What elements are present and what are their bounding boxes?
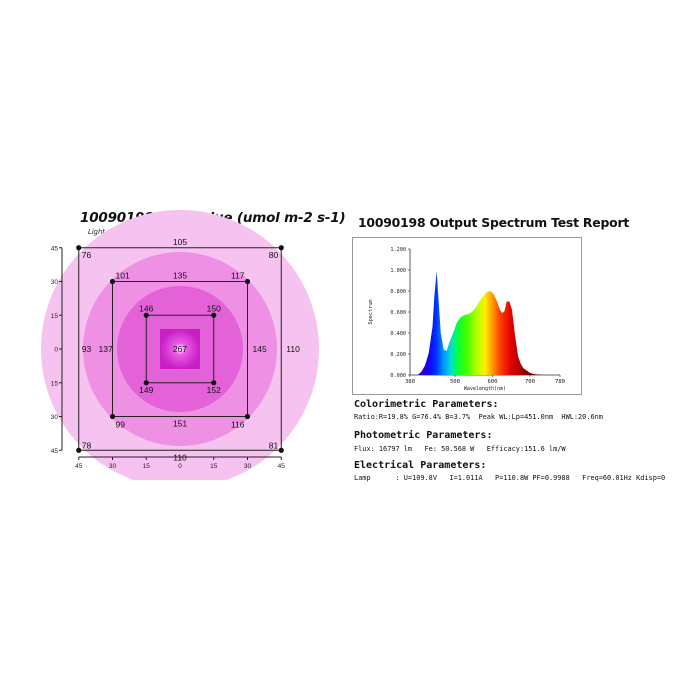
par-y-tick-label: 45 [51,448,59,455]
par-point-dot [143,312,149,318]
spectrum-title: 10090198 Output Spectrum Test Report [358,215,630,230]
spectrum-y-tick-label: 1.200 [390,247,406,253]
par-value-label: 117 [231,271,245,281]
par-value-label: 116 [231,420,245,430]
par-x-tick-label: 45 [75,463,83,470]
photometric-heading: Photometric Parameters: [354,430,493,441]
par-x-tick-label: 45 [278,463,286,470]
par-point-dot [76,447,82,453]
spectrum-y-tick-label: 0.200 [390,352,406,358]
photometric-values: Flux: 16797 lm Fe: 50.568 W Efficacy:151… [354,445,566,453]
colorimetric-heading: Colorimetric Parameters: [354,399,499,410]
par-value-label: 110 [286,344,300,354]
par-value-label: 267 [173,344,187,354]
par-point-dot [244,413,251,420]
par-y-tick-label: 45 [51,245,59,252]
par-value-label: 93 [82,344,92,354]
spectrum-y-tick-label: 1.000 [390,268,406,274]
par-x-tick-label: 15 [143,463,151,470]
par-x-tick-label: 0 [178,463,182,470]
colorimetric-values: Ratio:R=19.8% G=76.4% B=3.7% Peak WL:Lp=… [354,413,603,421]
par-point-dot [278,245,284,251]
par-y-tick-label: 15 [51,313,59,320]
par-x-tick-label: 30 [244,463,252,470]
par-value-label: 78 [82,440,92,450]
spectrum-x-tick-label: 780 [555,379,565,385]
spectrum-x-tick-label: 600 [487,379,497,385]
par-value-label: 152 [207,385,221,395]
par-value-label: 146 [139,303,153,313]
spectrum-x-tick-label: 500 [450,379,460,385]
spectrum-y-tick-label: 0.800 [390,289,406,295]
par-point-dot [76,245,82,251]
par-point-dot [109,413,116,420]
spectrum-y-tick-label: 0.000 [390,373,406,379]
par-value-label: 80 [269,250,279,260]
par-value-label: 145 [253,344,267,354]
par-point-dot [143,380,149,386]
par-value-label: 99 [116,420,126,430]
spectrum-x-label: Wavelength(nm) [464,386,506,392]
par-x-tick-label: 15 [210,463,218,470]
par-grid-square-15 [145,314,215,384]
par-point-dot [211,380,217,386]
par-y-tick-label: 30 [51,279,59,286]
par-value-label: 151 [173,419,187,429]
par-point-dot [211,312,217,318]
par-y-tick-label: 30 [51,414,59,421]
par-value-label: 135 [173,271,187,281]
spectrum-chart: 0.000 0.200 0.400 0.600 0.800 1.000 1.200 380 50… [352,237,582,395]
par-core-hotspot [160,329,200,369]
electrical-heading: Electrical Parameters: [354,460,487,471]
par-value-label: 81 [269,440,279,450]
par-value-label: 101 [116,271,130,281]
spectrum-x-tick-label: 380 [405,379,415,385]
electrical-values: Lamp : U=109.8V I=1.011A P=110.8W PF=0.9… [354,474,666,482]
spectrum-y-tick-label: 0.600 [390,310,406,316]
par-point-dot [244,278,251,285]
spectrum-y-tick-label: 0.400 [390,331,406,337]
par-point-dot [109,278,116,285]
par-x-tick-label: 30 [109,463,117,470]
spectrum-x-tick-label: 700 [525,379,535,385]
par-value-label: 105 [173,237,187,247]
spectrum-area [417,271,545,375]
par-y-tick-label: 0 [54,347,58,354]
par-grid-square-45 [78,247,282,451]
par-value-label: 150 [207,303,221,313]
par-y-tick-label: 15 [51,380,59,387]
par-value-label: 149 [139,385,153,395]
spectrum-y-label: Spectrum [368,300,374,325]
par-value-label: 137 [99,344,113,354]
par-value-label: 76 [82,250,92,260]
par-value-label: 110 [173,452,187,462]
par-point-dot [278,447,284,453]
par-grid-square-30 [112,281,248,417]
